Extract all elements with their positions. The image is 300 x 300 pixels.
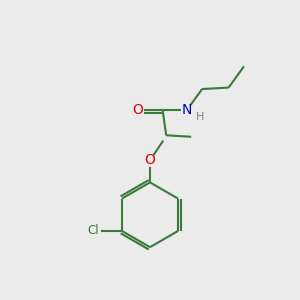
Text: N: N [182, 103, 192, 117]
Text: O: O [145, 153, 155, 167]
Text: O: O [132, 103, 143, 117]
Text: H: H [196, 112, 204, 122]
Text: Cl: Cl [87, 224, 99, 238]
